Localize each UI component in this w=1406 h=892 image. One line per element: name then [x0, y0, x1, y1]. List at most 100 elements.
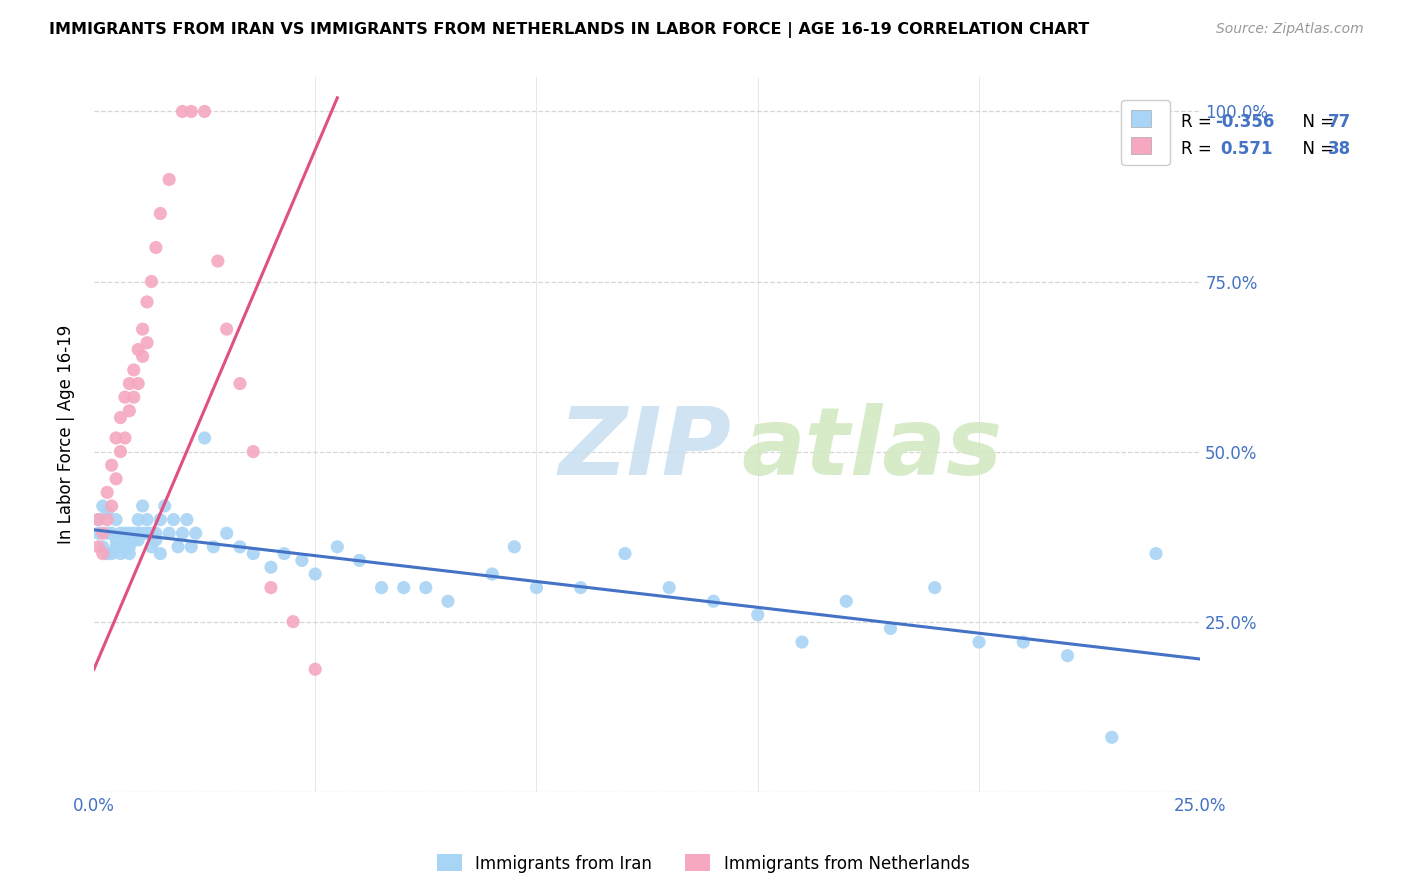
Point — [304, 567, 326, 582]
Point — [127, 526, 149, 541]
Point — [122, 390, 145, 404]
Point — [180, 104, 202, 119]
Point — [1056, 648, 1078, 663]
Point — [229, 376, 252, 391]
Point — [96, 513, 118, 527]
Text: N =: N = — [1292, 140, 1340, 158]
Point — [127, 513, 149, 527]
Point — [141, 526, 163, 541]
Point — [180, 540, 202, 554]
Point — [100, 526, 122, 541]
Text: atlas: atlas — [741, 403, 1002, 495]
Point — [193, 431, 215, 445]
Point — [149, 547, 172, 561]
Point — [145, 526, 167, 541]
Point — [291, 553, 314, 567]
Point — [91, 547, 114, 561]
Point — [145, 533, 167, 547]
Point — [118, 547, 141, 561]
Point — [835, 594, 858, 608]
Point — [131, 349, 153, 363]
Text: 0.571: 0.571 — [1220, 140, 1272, 158]
Point — [304, 662, 326, 676]
Point — [127, 533, 149, 547]
Point — [747, 607, 769, 622]
Point — [122, 533, 145, 547]
Point — [100, 499, 122, 513]
Text: R =: R = — [1181, 140, 1223, 158]
Y-axis label: In Labor Force | Age 16-19: In Labor Force | Age 16-19 — [58, 325, 75, 544]
Point — [110, 444, 132, 458]
Point — [1012, 635, 1035, 649]
Point — [136, 335, 159, 350]
Point — [96, 506, 118, 520]
Text: -0.356: -0.356 — [1215, 113, 1274, 131]
Point — [114, 526, 136, 541]
Point — [122, 363, 145, 377]
Point — [110, 547, 132, 561]
Point — [118, 403, 141, 417]
Text: ZIP: ZIP — [558, 403, 731, 495]
Point — [100, 458, 122, 473]
Legend: Immigrants from Iran, Immigrants from Netherlands: Immigrants from Iran, Immigrants from Ne… — [430, 847, 976, 880]
Point — [260, 560, 283, 574]
Point — [114, 431, 136, 445]
Point — [153, 499, 176, 513]
Point — [526, 581, 548, 595]
Text: IMMIGRANTS FROM IRAN VS IMMIGRANTS FROM NETHERLANDS IN LABOR FORCE | AGE 16-19 C: IMMIGRANTS FROM IRAN VS IMMIGRANTS FROM … — [49, 22, 1090, 38]
Point — [172, 526, 194, 541]
Point — [96, 485, 118, 500]
Point — [105, 431, 128, 445]
Point — [141, 275, 163, 289]
Point — [370, 581, 392, 595]
Point — [105, 513, 128, 527]
Point — [100, 547, 122, 561]
Point — [131, 322, 153, 336]
Point — [96, 547, 118, 561]
Point — [924, 581, 946, 595]
Point — [87, 526, 110, 541]
Point — [91, 526, 114, 541]
Point — [114, 533, 136, 547]
Point — [481, 567, 503, 582]
Point — [242, 547, 264, 561]
Point — [202, 540, 225, 554]
Point — [149, 206, 172, 220]
Point — [136, 294, 159, 309]
Point — [87, 513, 110, 527]
Point — [162, 513, 184, 527]
Point — [127, 343, 149, 357]
Point — [136, 526, 159, 541]
Text: Source: ZipAtlas.com: Source: ZipAtlas.com — [1216, 22, 1364, 37]
Point — [136, 513, 159, 527]
Point — [114, 390, 136, 404]
Point — [242, 444, 264, 458]
Text: 38: 38 — [1327, 140, 1351, 158]
Point — [118, 526, 141, 541]
Point — [131, 499, 153, 513]
Point — [437, 594, 460, 608]
Point — [879, 622, 901, 636]
Point — [87, 540, 110, 554]
Text: 77: 77 — [1327, 113, 1351, 131]
Point — [392, 581, 415, 595]
Point — [157, 526, 180, 541]
Text: N =: N = — [1292, 113, 1340, 131]
Point — [87, 513, 110, 527]
Point — [110, 540, 132, 554]
Point — [658, 581, 681, 595]
Point — [215, 322, 238, 336]
Point — [118, 376, 141, 391]
Point — [105, 540, 128, 554]
Point — [193, 104, 215, 119]
Point — [349, 553, 371, 567]
Point — [118, 540, 141, 554]
Point — [176, 513, 198, 527]
Point — [167, 540, 190, 554]
Point — [149, 513, 172, 527]
Point — [157, 172, 180, 186]
Point — [281, 615, 304, 629]
Point — [141, 540, 163, 554]
Point — [702, 594, 724, 608]
Text: R =: R = — [1181, 113, 1218, 131]
